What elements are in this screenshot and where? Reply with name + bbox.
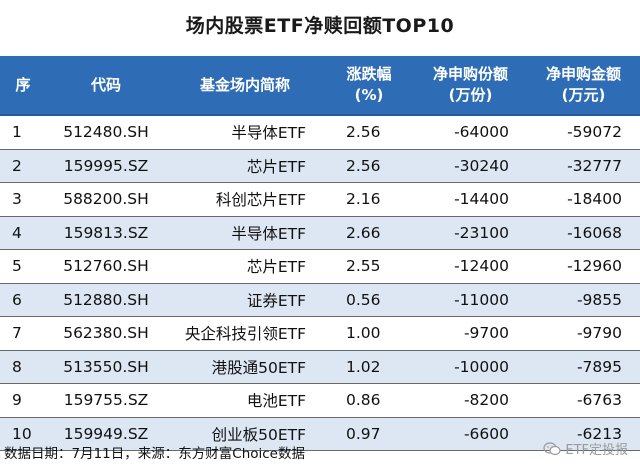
cell-shares: -8200 bbox=[414, 383, 527, 418]
cell-code: 513550.SH bbox=[46, 350, 166, 384]
cell-amount: -6763 bbox=[527, 383, 640, 418]
brand-watermark: ETF定投报 bbox=[543, 439, 628, 458]
cell-shares: -10000 bbox=[414, 350, 527, 384]
cell-amount: -18400 bbox=[527, 182, 640, 217]
cell-seq: 3 bbox=[0, 182, 46, 217]
table-header-row: 序 代码 基金场内简称 涨跌幅 (%) 净申购份额 (万份) 净申购金额 (万元… bbox=[0, 56, 640, 116]
cell-name: 证券ETF bbox=[166, 283, 324, 317]
cell-seq: 6 bbox=[0, 283, 46, 317]
cell-code: 588200.SH bbox=[46, 182, 166, 217]
table-row: 3 588200.SH 科创芯片ETF 2.16 -14400 -18400 bbox=[0, 182, 640, 217]
header-amount: 净申购金额 (万元) bbox=[527, 56, 640, 116]
cell-name: 创业板50ETF bbox=[166, 417, 324, 451]
cell-code: 512760.SH bbox=[46, 249, 166, 284]
cell-name: 芯片ETF bbox=[166, 249, 324, 284]
cell-name: 央企科技引领ETF bbox=[166, 316, 324, 351]
cell-seq: 4 bbox=[0, 216, 46, 250]
brand-name: ETF定投报 bbox=[565, 443, 628, 458]
cell-change: 2.56 bbox=[324, 115, 414, 150]
cell-shares: -23100 bbox=[414, 216, 527, 250]
cell-amount: -16068 bbox=[527, 216, 640, 250]
cell-code: 159813.SZ bbox=[46, 216, 166, 250]
cell-name: 半导体ETF bbox=[166, 216, 324, 250]
cell-change: 1.00 bbox=[324, 316, 414, 351]
cell-name: 半导体ETF bbox=[166, 115, 324, 150]
page-title: 场内股票ETF净赎回额TOP10 bbox=[185, 15, 455, 37]
table-row: 7 562380.SH 央企科技引领ETF 1.00 -9700 -9790 bbox=[0, 316, 640, 351]
header-change: 涨跌幅 (%) bbox=[324, 56, 414, 116]
cell-amount: -9855 bbox=[527, 283, 640, 317]
cell-amount: -12960 bbox=[527, 249, 640, 284]
table-row: 4 159813.SZ 半导体ETF 2.66 -23100 -16068 bbox=[0, 216, 640, 250]
data-source-note: 数据日期：7月11日，来源：东方财富Choice数据 bbox=[4, 446, 305, 462]
cell-code: 159755.SZ bbox=[46, 383, 166, 418]
cell-amount: -9790 bbox=[527, 316, 640, 351]
table-row: 6 512880.SH 证券ETF 0.56 -11000 -9855 bbox=[0, 283, 640, 317]
cell-shares: -30240 bbox=[414, 149, 527, 183]
footer: 数据日期：7月11日，来源：东方财富Choice数据 ETF定投报 bbox=[0, 439, 640, 471]
table-row: 5 512760.SH 芯片ETF 2.55 -12400 -12960 bbox=[0, 249, 640, 284]
cell-amount: -32777 bbox=[527, 149, 640, 183]
cell-seq: 7 bbox=[0, 316, 46, 351]
header-name: 基金场内简称 bbox=[166, 56, 324, 116]
table-row: 1 512480.SH 半导体ETF 2.56 -64000 -59072 bbox=[0, 115, 640, 150]
cell-seq: 2 bbox=[0, 149, 46, 183]
cell-change: 2.55 bbox=[324, 249, 414, 284]
cell-code: 512480.SH bbox=[46, 115, 166, 150]
cell-seq: 1 bbox=[0, 115, 46, 150]
cell-change: 1.02 bbox=[324, 350, 414, 384]
table-row: 9 159755.SZ 电池ETF 0.86 -8200 -6763 bbox=[0, 383, 640, 418]
cell-code: 512880.SH bbox=[46, 283, 166, 317]
table-row: 2 159995.SZ 芯片ETF 2.56 -30240 -32777 bbox=[0, 149, 640, 183]
cell-shares: -9700 bbox=[414, 316, 527, 351]
table-row: 10 159949.SZ 创业板50ETF 0.97 -6600 -6213 bbox=[0, 417, 640, 451]
cell-amount: -59072 bbox=[527, 115, 640, 150]
cell-shares: -11000 bbox=[414, 283, 527, 317]
cell-shares: -64000 bbox=[414, 115, 527, 150]
cell-name: 芯片ETF bbox=[166, 149, 324, 183]
wechat-icon bbox=[543, 441, 561, 455]
table-row: 8 513550.SH 港股通50ETF 1.02 -10000 -7895 bbox=[0, 350, 640, 384]
header-shares: 净申购份额 (万份) bbox=[414, 56, 527, 116]
cell-shares: -12400 bbox=[414, 249, 527, 284]
cell-code: 562380.SH bbox=[46, 316, 166, 351]
cell-amount: -7895 bbox=[527, 350, 640, 384]
header-seq: 序 bbox=[0, 56, 46, 116]
etf-table: 序 代码 基金场内简称 涨跌幅 (%) 净申购份额 (万份) 净申购金额 (万元… bbox=[0, 56, 640, 451]
cell-shares: -6600 bbox=[414, 417, 527, 451]
cell-code: 159995.SZ bbox=[46, 149, 166, 183]
cell-seq: 8 bbox=[0, 350, 46, 384]
cell-code: 159949.SZ bbox=[46, 417, 166, 451]
cell-change: 0.56 bbox=[324, 283, 414, 317]
cell-change: 2.56 bbox=[324, 149, 414, 183]
cell-seq: 10 bbox=[0, 417, 46, 451]
cell-seq: 5 bbox=[0, 249, 46, 284]
header-code: 代码 bbox=[46, 56, 166, 116]
cell-change: 0.97 bbox=[324, 417, 414, 451]
cell-change: 0.86 bbox=[324, 383, 414, 418]
cell-name: 科创芯片ETF bbox=[166, 182, 324, 217]
cell-change: 2.16 bbox=[324, 182, 414, 217]
cell-seq: 9 bbox=[0, 383, 46, 418]
cell-name: 港股通50ETF bbox=[166, 350, 324, 384]
cell-name: 电池ETF bbox=[166, 383, 324, 418]
cell-change: 2.66 bbox=[324, 216, 414, 250]
cell-shares: -14400 bbox=[414, 182, 527, 217]
